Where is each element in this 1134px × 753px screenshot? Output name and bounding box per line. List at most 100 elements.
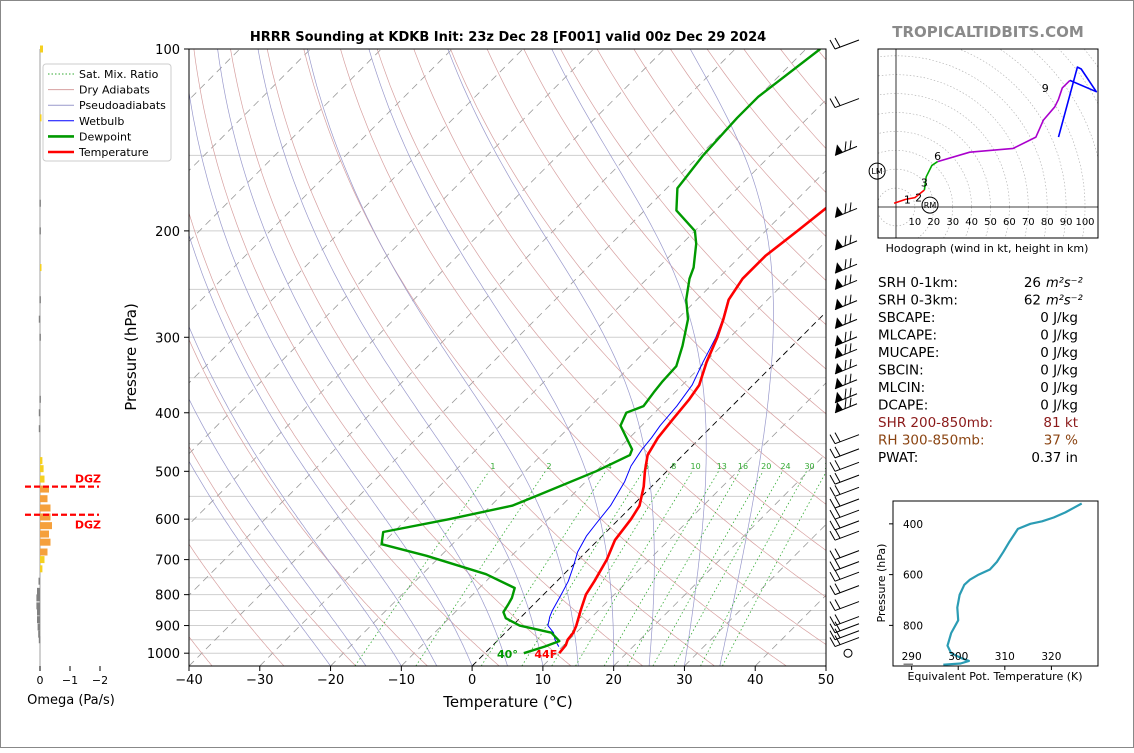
wind-barb-feather — [850, 295, 851, 304]
chart-title: HRRR Sounding at KDKB Init: 23z Dec 28 [… — [250, 30, 766, 45]
stat-value: 37 % — [1044, 433, 1078, 449]
wind-barb-flag — [835, 347, 843, 358]
omega-bar — [40, 465, 44, 472]
wind-barb-flag — [835, 262, 843, 273]
y-tick-label: 500 — [155, 465, 180, 480]
stat-value: 0 J/kg — [1040, 310, 1078, 326]
omega-bar — [40, 504, 51, 511]
theta-y-tick-label: — — [903, 658, 914, 670]
wind-barb-feather — [845, 141, 846, 151]
hodograph-ring-label: 10 — [909, 217, 922, 228]
dry-adiabat — [780, 49, 1134, 666]
dgz-label-bottom: DGZ — [75, 519, 101, 532]
hodograph-frame — [878, 49, 1098, 238]
wind-barb — [830, 636, 859, 647]
omega-bar — [40, 457, 42, 464]
stat-label: MLCIN: — [878, 380, 925, 396]
omega-bar — [40, 548, 48, 555]
wind-barb-feather — [830, 487, 835, 496]
y-tick-label: 700 — [155, 554, 180, 569]
wind-barb-feather — [835, 508, 840, 517]
wind-barb — [830, 433, 859, 444]
omega-bar — [39, 316, 41, 323]
hodograph-ring-label: 90 — [1060, 217, 1073, 228]
omega-bar — [39, 396, 41, 403]
wind-barb-feather — [850, 359, 851, 368]
mixing-ratio-label: 30 — [804, 462, 814, 471]
hodograph-ring-label: 50 — [984, 217, 997, 228]
theta-e-trace — [943, 504, 1081, 665]
y-tick-label: 900 — [155, 620, 180, 635]
wind-barb-feather — [850, 258, 851, 267]
wind-barb-flag — [835, 317, 843, 328]
stat-label: SBCIN: — [878, 363, 924, 379]
stat-label: SHR 200-850mb: — [878, 415, 993, 431]
omega-bar — [40, 531, 49, 538]
wind-barb-flag — [835, 363, 843, 374]
skewt-y-label: Pressure (hPa) — [122, 303, 140, 411]
dry-adiabat — [157, 49, 499, 666]
omega-bar — [39, 296, 41, 303]
mixing-ratio-line — [674, 471, 782, 666]
theta-x-tick-label: 310 — [995, 651, 1015, 663]
wind-barb-feather — [835, 584, 840, 593]
site-watermark: TROPICALTIDBITS.COM — [892, 23, 1084, 41]
omega-x-label: Omega (Pa/s) — [27, 693, 115, 708]
stat-label: MUCAPE: — [878, 345, 939, 361]
wind-barb-flag — [835, 299, 843, 310]
wind-barb-feather — [835, 549, 840, 558]
stat-value: 0 J/kg — [1040, 380, 1078, 396]
legend-label: Dry Adiabats — [79, 84, 150, 97]
wind-barb-feather — [845, 360, 846, 370]
wind-barb-feather — [845, 236, 846, 246]
omega-bar — [40, 264, 42, 271]
mixing-ratio-label: 10 — [691, 462, 701, 471]
hodograph-height-label: 9 — [1042, 82, 1049, 95]
stat-value: 0 J/kg — [1040, 328, 1078, 344]
omega-bar — [36, 594, 40, 601]
stat-label: MLCAPE: — [878, 328, 937, 344]
wind-barb — [835, 274, 857, 289]
wind-barb — [830, 473, 859, 484]
dry-adiabat — [304, 49, 787, 666]
surface-dewpoint-label: 40° — [497, 648, 518, 661]
wind-barb — [830, 519, 859, 530]
wind-barb — [830, 460, 859, 471]
wind-barb — [835, 374, 857, 389]
pseudoadiabat — [552, 49, 707, 666]
omega-tick-label: 0 — [37, 674, 44, 687]
wind-barb-feather — [830, 562, 835, 571]
stat-unit: m²s⁻² — [1046, 294, 1083, 309]
dry-adiabat — [377, 49, 930, 666]
y-tick-label: 300 — [155, 331, 180, 346]
omega-bar — [40, 495, 48, 502]
wind-barb-feather — [850, 140, 851, 149]
hodograph-ring-label: 40 — [965, 217, 978, 228]
mixing-ratio-line — [481, 471, 606, 666]
omega-bar — [39, 578, 41, 585]
dry-adiabat — [927, 49, 1134, 666]
pseudoadiabat — [154, 49, 437, 666]
omega-bar — [37, 588, 40, 595]
wind-barb-feather — [835, 97, 840, 106]
pseudoadiabat — [258, 49, 543, 666]
theta-x-tick-label: 320 — [1041, 651, 1061, 663]
y-tick-label: 800 — [155, 589, 180, 604]
isotherm-line — [189, 49, 806, 666]
mixing-ratio-label: 13 — [717, 462, 727, 471]
omega-bar — [39, 409, 41, 416]
omega-bar — [39, 334, 41, 341]
stat-value: 62 — [1024, 293, 1041, 309]
x-tick-label: 50 — [818, 673, 835, 688]
wind-barb-feather — [845, 344, 846, 354]
wind-barb — [830, 97, 859, 108]
isotherm-line — [472, 49, 1089, 666]
wind-barb-feather — [850, 343, 851, 352]
omega-bar — [37, 609, 40, 616]
wind-barb — [830, 529, 859, 540]
skewt-x-label: Temperature (°C) — [442, 693, 572, 711]
